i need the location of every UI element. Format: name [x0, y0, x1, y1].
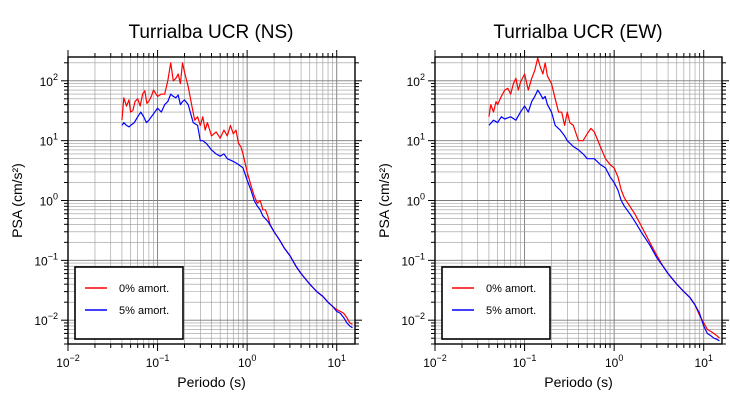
series-line-2 [121, 93, 353, 329]
x-axis-label: Periodo (s) [177, 374, 245, 390]
y-tick-label: 100 [407, 192, 425, 209]
series-line-2 [488, 89, 720, 342]
x-tick-label: 10−2 [423, 353, 447, 370]
y-tick-label: 10−2 [34, 311, 58, 328]
x-tick-label: 100 [605, 353, 623, 370]
legend-label-1: 0% amort. [486, 283, 536, 295]
chart-title: Turrialba UCR (EW) [493, 22, 662, 43]
y-tick-label: 100 [40, 192, 58, 209]
chart-title: Turrialba UCR (NS) [128, 22, 293, 43]
x-tick-label: 101 [328, 353, 346, 370]
y-tick-label: 101 [40, 132, 58, 149]
y-tick-label: 101 [407, 132, 425, 149]
legend: 0% amort. 5% amort. [74, 266, 184, 340]
y-axis-label: PSA (cm/s²) [9, 163, 25, 238]
y-tick-label: 10−1 [34, 251, 58, 268]
x-tick-label: 10−1 [146, 353, 170, 370]
legend-box [74, 266, 184, 340]
x-tick-label: 100 [238, 353, 256, 370]
x-tick-label: 10−2 [56, 353, 80, 370]
grid [67, 57, 355, 345]
y-tick-label: 102 [407, 72, 425, 89]
legend: 0% amort. 5% amort. [441, 266, 551, 340]
x-tick-label: 10−1 [513, 353, 537, 370]
y-tick-label: 102 [40, 72, 58, 89]
plot-frame [67, 56, 356, 345]
y-tick-label: 10−2 [401, 311, 425, 328]
x-tick-label: 101 [695, 353, 713, 370]
chart-panel-2: 10−2 10−1 100 101 10−2 10−1 100 101 102 Turrialba… [376, 22, 729, 390]
legend-box [441, 266, 551, 340]
y-axis-label: PSA (cm/s²) [376, 163, 392, 238]
legend-label-2: 5% amort. [119, 305, 169, 317]
y-tick-label: 10−1 [401, 251, 425, 268]
legend-label-1: 0% amort. [119, 283, 169, 295]
x-axis-label: Periodo (s) [544, 374, 612, 390]
plot-frame [434, 56, 723, 345]
chart-panel-1: 10−2 10−1 100 101 10−2 10−1 100 101 102 Turrialba… [9, 22, 362, 390]
legend-label-2: 5% amort. [486, 305, 536, 317]
